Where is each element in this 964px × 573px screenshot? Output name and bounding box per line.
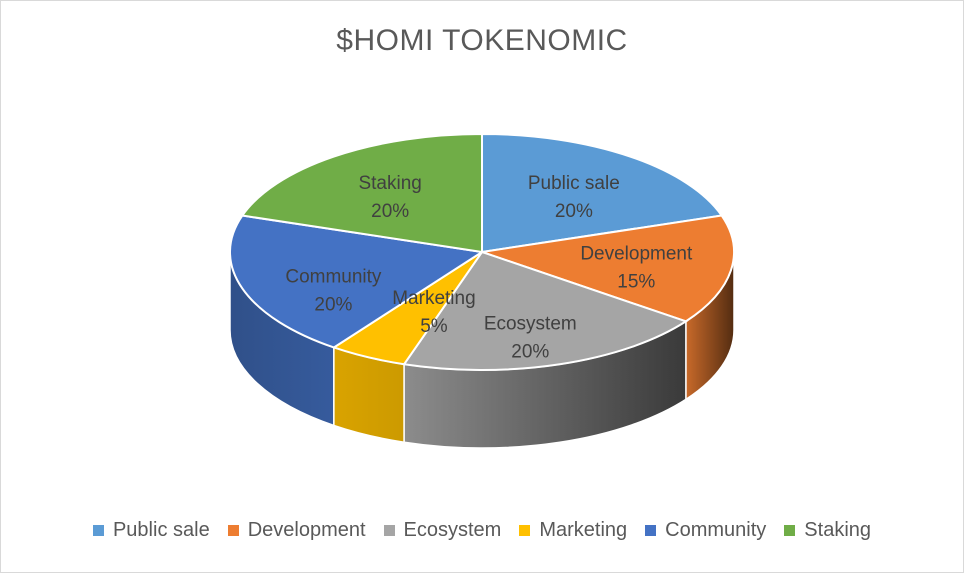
data-label-value: 15%	[617, 271, 655, 292]
pie-slice-staking	[240, 132, 483, 254]
legend-item: Staking	[784, 519, 871, 542]
legend-label: Marketing	[539, 519, 628, 541]
legend-item: Development	[227, 519, 366, 542]
pie-slice-ecosystem	[402, 250, 689, 372]
legend-swatch	[92, 525, 104, 536]
pie-slice-community	[229, 214, 485, 349]
legend-swatch	[645, 525, 657, 536]
data-label-category: Ecosystem	[484, 314, 577, 335]
pie-slice-public-sale	[481, 132, 724, 254]
data-label-category: Marketing	[392, 288, 475, 309]
legend-label: Development	[247, 519, 366, 541]
data-label-value: 20%	[371, 201, 409, 222]
legend-item: Community	[645, 519, 766, 542]
chart-title: $HOMI TOKENOMIC	[336, 24, 628, 57]
legend-item: Marketing	[519, 519, 627, 542]
legend-label: Community	[665, 519, 767, 541]
legend-item: Public sale	[92, 519, 210, 542]
data-label-value: 20%	[314, 295, 352, 316]
legend-swatch	[227, 525, 239, 536]
data-label-category: Development	[580, 243, 693, 264]
legend-item: Ecosystem	[383, 519, 502, 542]
legend-swatch	[784, 525, 796, 536]
legend-swatch	[383, 525, 395, 536]
legend-label: Ecosystem	[403, 519, 502, 541]
data-label-value: 20%	[511, 342, 549, 363]
data-label-category: Community	[285, 267, 382, 288]
legend-label: Public sale	[112, 519, 210, 541]
data-label-category: Public sale	[528, 173, 620, 194]
pie-slice-development	[481, 214, 735, 323]
data-label-value: 5%	[420, 316, 448, 337]
legend-swatch	[519, 525, 531, 536]
data-label-value: 20%	[555, 201, 593, 222]
chart-legend: Public sale Development Ecosystem Marketing…	[0, 519, 964, 542]
data-label-category: Staking	[358, 173, 421, 194]
legend-label: Staking	[804, 519, 872, 541]
